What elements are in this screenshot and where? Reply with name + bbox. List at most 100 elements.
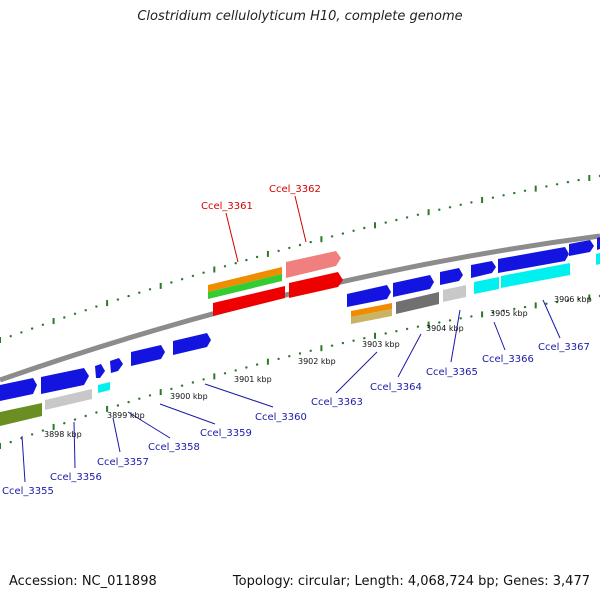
minor-tick (9, 440, 12, 444)
minor-tick (566, 299, 570, 302)
minor-tick (555, 300, 559, 304)
major-tick (320, 236, 323, 243)
minor-tick (577, 297, 580, 301)
grey-dark-feature-3364[interactable] (396, 292, 439, 314)
gene-label-ccel-3358[interactable]: Ccel_3358 (148, 442, 200, 453)
major-tick (52, 423, 55, 430)
cds-ccel-3363[interactable] (347, 285, 391, 307)
minor-tick (513, 191, 516, 195)
minor-tick (405, 216, 409, 219)
gene-labels: Ccel_3361 Ccel_3362 Ccel_3355 Ccel_3356 … (2, 184, 590, 497)
gene-label-ccel-3355[interactable]: Ccel_3355 (2, 486, 54, 497)
minor-tick (363, 226, 366, 230)
cds-ccel-3365[interactable] (440, 268, 463, 285)
gene-label-ccel-3363[interactable]: Ccel_3363 (311, 397, 363, 408)
minor-tick (277, 357, 280, 361)
minor-tick (352, 339, 355, 342)
orange-feature-fwd[interactable] (208, 267, 282, 292)
minor-tick (202, 378, 205, 381)
cyan-feature-edge[interactable] (596, 253, 600, 265)
minor-tick (234, 369, 237, 372)
cds-ccel-3359[interactable] (131, 345, 165, 366)
minor-tick (170, 281, 173, 284)
minor-tick (341, 232, 345, 235)
minor-tick (9, 335, 12, 338)
major-tick (106, 300, 109, 307)
minor-tick (298, 243, 302, 247)
minor-tick (180, 384, 184, 387)
gene-label-ccel-3356[interactable]: Ccel_3356 (50, 472, 102, 483)
minor-tick (191, 274, 195, 278)
gene-label-ccel-3361[interactable]: Ccel_3361 (201, 201, 253, 212)
cds-edge[interactable] (597, 237, 600, 250)
cds-ccel-3367b[interactable] (569, 240, 594, 256)
cds-ccel-3358[interactable] (110, 358, 123, 373)
minor-tick (148, 288, 152, 291)
minor-tick (63, 316, 66, 319)
gene-label-ccel-3360[interactable]: Ccel_3360 (255, 412, 307, 423)
minor-tick (352, 229, 355, 232)
gene-label-ccel-3359[interactable]: Ccel_3359 (200, 428, 252, 439)
cds-ccel-3367a[interactable] (498, 247, 569, 273)
grey-feature-3356[interactable] (45, 389, 92, 410)
minor-tick (545, 302, 548, 305)
orange-feature-3363[interactable] (351, 303, 392, 317)
major-tick (159, 282, 162, 289)
minor-tick (170, 387, 173, 391)
minor-tick (277, 249, 280, 253)
minor-tick (448, 206, 452, 209)
cds-ccel-3364[interactable] (393, 275, 434, 297)
grey-feature-3365[interactable] (443, 285, 466, 302)
gene-label-ccel-3362[interactable]: Ccel_3362 (269, 184, 321, 195)
minor-tick (95, 305, 98, 308)
major-tick (266, 250, 269, 257)
tick-label: 3901 kbp (234, 375, 272, 384)
gene-label-ccel-3367[interactable]: Ccel_3367 (538, 342, 590, 353)
cds-ccel-3356[interactable] (41, 368, 89, 394)
tick-label: 3899 kbp (107, 411, 145, 420)
major-tick (534, 185, 537, 192)
major-tick (0, 337, 1, 343)
minor-tick (523, 305, 527, 309)
minor-tick (298, 352, 302, 355)
minor-tick (127, 294, 130, 298)
minor-tick (395, 330, 398, 333)
gene-label-ccel-3366[interactable]: Ccel_3366 (482, 354, 534, 365)
gene-label-ccel-3357[interactable]: Ccel_3357 (97, 457, 149, 468)
minor-tick (309, 240, 312, 244)
tan-feature-3363[interactable] (351, 309, 392, 324)
cyan-feature-3366[interactable] (474, 277, 499, 294)
minor-tick (416, 325, 420, 328)
minor-tick (30, 327, 34, 330)
pink-feature-ccel-3362[interactable] (286, 251, 341, 278)
cyan-feature-3357[interactable] (98, 382, 110, 393)
minor-tick (384, 332, 387, 335)
tick-labels: 3898 kbp 3899 kbp 3900 kbp 3901 kbp 3902… (44, 295, 592, 439)
minor-tick (545, 185, 548, 188)
cds-ccel-3366[interactable] (471, 261, 496, 278)
cds-ccel-3357[interactable] (95, 364, 105, 378)
cds-ccel-3355[interactable] (0, 378, 37, 401)
cds-ccel-3360[interactable] (173, 333, 211, 355)
olive-feature[interactable] (0, 403, 42, 426)
accession-text: Accession: NC_011898 (9, 574, 157, 589)
minor-tick (84, 414, 87, 418)
minor-tick (255, 363, 259, 366)
gene-label-ccel-3365[interactable]: Ccel_3365 (426, 367, 478, 378)
minor-tick (513, 307, 516, 311)
minor-tick (459, 317, 462, 320)
map-title: Clostridium cellulolyticum H10, complete… (137, 9, 463, 24)
minor-tick (555, 183, 559, 186)
minor-tick (577, 178, 580, 182)
cyan-feature-3367[interactable] (501, 263, 570, 288)
major-tick (0, 443, 1, 449)
gene-label-ccel-3364[interactable]: Ccel_3364 (370, 382, 422, 393)
minor-tick (41, 429, 45, 432)
red-feature-ccel-3361[interactable] (213, 286, 285, 316)
green-feature-fwd[interactable] (208, 274, 282, 299)
red-feature-ccel-3362[interactable] (289, 272, 343, 298)
major-tick (481, 197, 484, 203)
minor-tick (448, 319, 452, 322)
minor-tick (405, 327, 409, 331)
minor-tick (470, 315, 473, 318)
